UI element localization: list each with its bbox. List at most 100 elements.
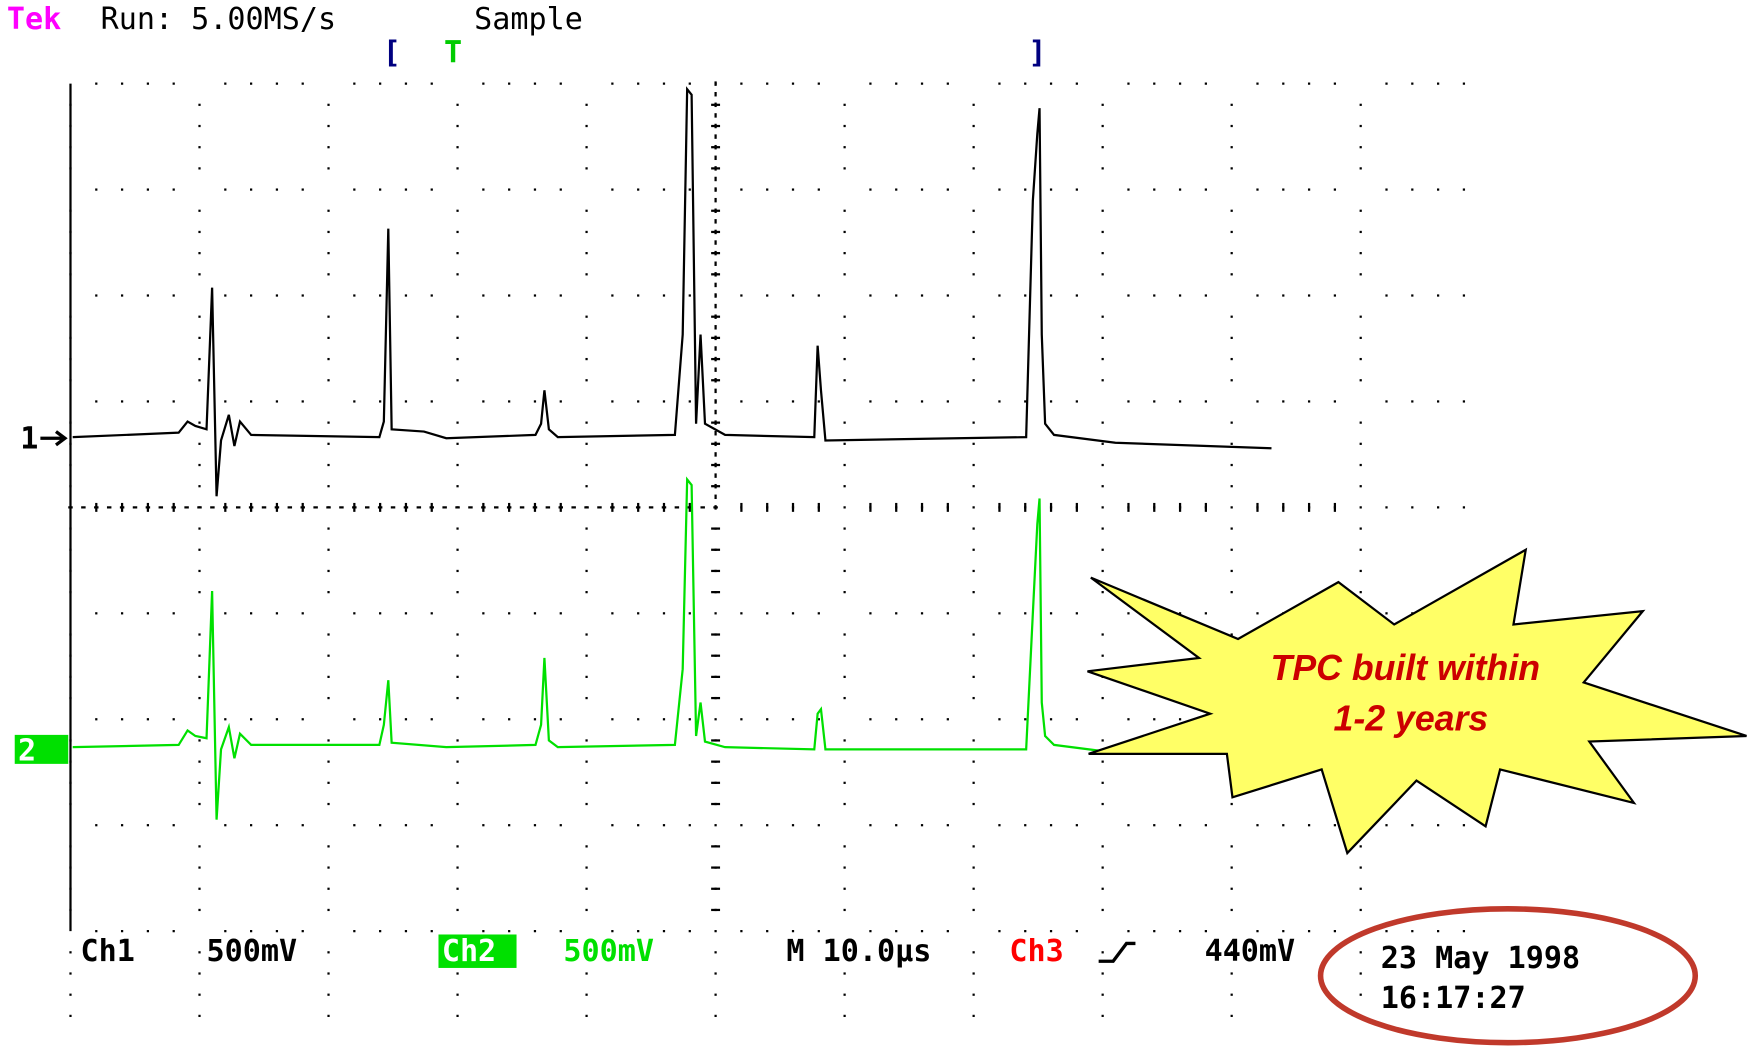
grid-dot (404, 930, 408, 933)
grid-dot (327, 633, 330, 636)
grid-dot (1436, 82, 1440, 85)
grid-dot (662, 188, 666, 191)
grid-dot (327, 209, 330, 212)
grid-dot (95, 82, 98, 85)
grid-dot (430, 294, 433, 297)
grid-dot (1359, 442, 1362, 445)
grid-dot (275, 400, 279, 403)
grid-dot (508, 930, 511, 933)
grid-dot (198, 760, 201, 763)
grid-dot (1153, 400, 1156, 403)
grid-dot (1462, 82, 1466, 85)
grid-dot (585, 379, 588, 382)
grid-dot (404, 824, 408, 827)
grid-dot (379, 612, 382, 615)
grid-dot (508, 824, 511, 827)
grid-dot (327, 336, 330, 340)
grid-dot (688, 824, 691, 827)
grid-dot (1178, 718, 1182, 721)
grid-dot (379, 718, 382, 721)
grid-dot (95, 400, 98, 403)
grid-dot (1359, 357, 1362, 361)
grid-dot (198, 633, 201, 636)
grid-dot (585, 336, 588, 340)
grid-dot (1075, 294, 1078, 297)
grid-dot (791, 188, 795, 191)
grid-dot (1127, 502, 1130, 512)
grid-dot (1101, 315, 1104, 318)
grid-dot (327, 421, 330, 424)
grid-dot (172, 930, 175, 933)
grid-dot (1204, 612, 1207, 615)
grid-dot (301, 188, 304, 191)
grid-dot (1075, 718, 1078, 721)
grid-dot (1101, 421, 1104, 424)
grid-dot (1230, 146, 1233, 149)
grid-dot (1359, 569, 1362, 573)
grid-dot (327, 1014, 330, 1018)
grid-dot (1359, 506, 1362, 509)
grid-dot (869, 502, 872, 512)
grid-dot (198, 103, 201, 106)
grid-dot (946, 824, 949, 827)
grid-dot (584, 506, 589, 509)
grid-dot (714, 505, 717, 510)
grid-dot (172, 612, 175, 615)
grid-dot (597, 506, 602, 509)
grid-dot (224, 930, 227, 933)
grid-dot (843, 103, 846, 106)
grid-dot (456, 696, 459, 700)
window-start: [ (383, 35, 401, 70)
grid-dot (972, 696, 975, 700)
grid-dot (301, 294, 304, 297)
grid-dot (998, 612, 1001, 615)
grid-dot (1230, 336, 1233, 340)
grid-dot (1359, 887, 1362, 890)
grid-dot (327, 654, 330, 657)
grid-dot (559, 82, 562, 85)
grid-dot (379, 400, 382, 403)
grid-dot (1230, 442, 1233, 445)
grid-dot (198, 845, 201, 848)
trigger-slope (1098, 941, 1136, 963)
grid-dot (972, 506, 975, 509)
grid-dot (1282, 930, 1285, 933)
grid-dot (198, 252, 201, 255)
grid-dot (456, 1014, 459, 1018)
grid-dot (172, 718, 175, 721)
grid-dot (585, 485, 588, 488)
grid-dot (559, 188, 562, 191)
grid-dot (1230, 103, 1233, 106)
time: 16:17:27 (1381, 981, 1526, 1016)
grid-dot (791, 612, 795, 615)
grid-dot (688, 82, 691, 85)
grid-dot (972, 781, 975, 784)
grid-dot (120, 188, 124, 191)
grid-dot (223, 506, 228, 509)
grid-dot (1204, 824, 1207, 827)
grid-dot (637, 930, 640, 933)
grid-dot (198, 379, 201, 382)
grid-dot (714, 718, 717, 721)
grid-dot (1049, 82, 1053, 85)
grid-dot (172, 294, 175, 297)
grid-dot (843, 675, 846, 679)
grid-dot (972, 654, 975, 657)
grid-dot (1204, 82, 1207, 85)
grid-dot (1101, 442, 1104, 445)
ch2-trace (72, 476, 1272, 820)
grid-dot (1385, 82, 1388, 85)
callout-line: 1-2 years (1334, 698, 1489, 738)
run-status: Run: 5.00MS/s (101, 2, 337, 37)
grid-dot (1101, 103, 1104, 106)
grid-dot (714, 356, 717, 362)
grid-dot (327, 527, 330, 530)
grid-dot (1307, 824, 1311, 827)
grid-dot (998, 188, 1001, 191)
grid-dot (711, 845, 721, 848)
grid-dot (1359, 845, 1362, 848)
grid-dot (714, 261, 717, 266)
grid-dot (714, 378, 717, 383)
grid-dot (533, 612, 537, 615)
grid-dot (585, 951, 588, 954)
